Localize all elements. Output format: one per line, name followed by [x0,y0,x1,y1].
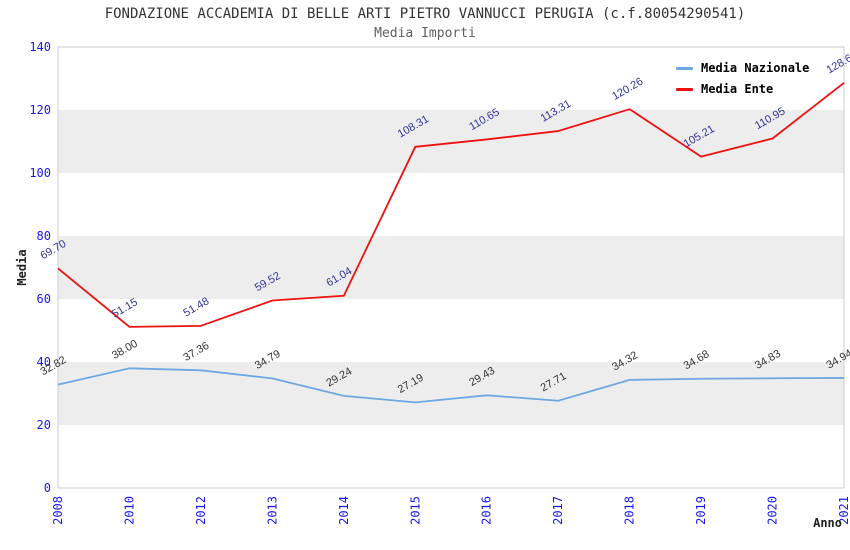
svg-text:60: 60 [37,292,51,306]
x-axis-ticks: 2008 2010 2012 2013 2014 2015 2016 2017 2018 2019… [51,496,850,525]
svg-text:2017: 2017 [551,496,565,525]
svg-text:2021: 2021 [837,496,850,525]
svg-text:128.64: 128.64 [825,49,850,76]
svg-text:2019: 2019 [694,496,708,525]
chart-title: FONDAZIONE ACCADEMIA DI BELLE ARTI PIETR… [104,6,746,22]
x-axis-title: Anno [813,516,842,530]
svg-text:37.36: 37.36 [181,340,211,364]
plot-border [57,46,845,489]
svg-text:38.00: 38.00 [110,338,140,362]
grid-bands [58,110,844,425]
svg-text:2010: 2010 [122,496,136,525]
svg-text:2014: 2014 [337,496,351,525]
svg-text:2018: 2018 [623,496,637,525]
svg-text:0: 0 [44,481,51,495]
legend-item-media-ente: Media Ente [676,82,809,96]
svg-text:140: 140 [29,40,51,54]
svg-text:120: 120 [29,103,51,117]
series-line-media-ente [57,82,845,328]
svg-text:2013: 2013 [265,496,279,525]
legend-label-media-ente: Media Ente [701,82,774,96]
media-nazionale-line-swatch-icon [676,66,693,70]
svg-text:2015: 2015 [408,496,422,525]
svg-text:2012: 2012 [194,496,208,525]
series-line-media-nazionale [57,367,845,404]
svg-text:20: 20 [37,418,51,432]
legend-item-media-nazionale: Media Nazionale [676,61,809,75]
svg-text:2008: 2008 [51,496,65,525]
svg-text:120.26: 120.26 [610,76,645,103]
y-axis-title: Media [15,249,29,285]
legend-label-media-nazionale: Media Nazionale [701,61,810,75]
svg-text:100: 100 [29,166,51,180]
chart-subtitle: Media Importi [374,26,476,41]
svg-text:40: 40 [37,355,51,369]
media-ente-line-swatch-icon [676,87,693,91]
svg-text:80: 80 [37,229,51,243]
legend: Media Nazionale Media Ente [676,61,809,96]
svg-text:2016: 2016 [480,496,494,525]
y-axis-ticks: 0 20 40 60 80 100 120 140 [29,40,51,495]
svg-text:2020: 2020 [766,496,780,525]
svg-text:51.15: 51.15 [110,296,140,320]
